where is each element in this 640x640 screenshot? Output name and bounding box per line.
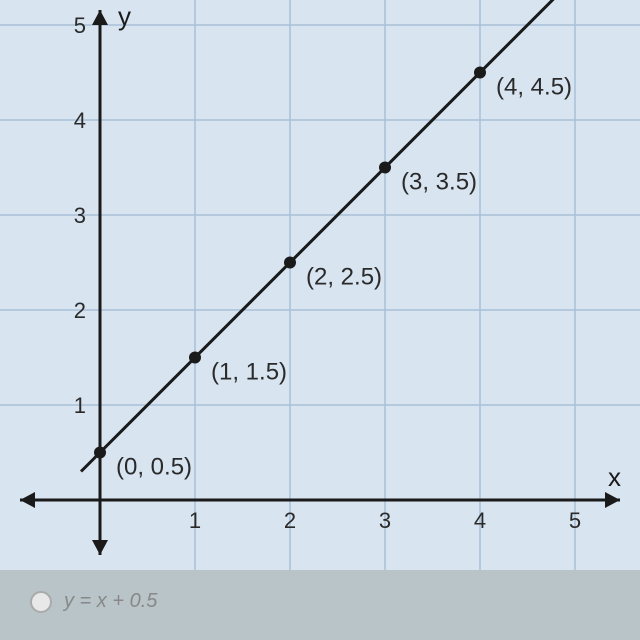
svg-text:3: 3 <box>379 508 391 533</box>
svg-text:3: 3 <box>74 203 86 228</box>
svg-text:5: 5 <box>569 508 581 533</box>
svg-text:(2, 2.5): (2, 2.5) <box>306 264 382 291</box>
svg-text:y: y <box>118 1 131 31</box>
coordinate-graph: 1 2 3 4 5 1 2 3 4 5 y x (0, 0.5) (1, 1.5) (2, 2.5) (3, … <box>0 0 640 570</box>
svg-text:(0, 0.5): (0, 0.5) <box>116 454 192 481</box>
svg-text:(1, 1.5): (1, 1.5) <box>211 359 287 386</box>
svg-text:4: 4 <box>474 508 486 533</box>
svg-text:5: 5 <box>74 13 86 38</box>
radio-button[interactable] <box>30 591 52 613</box>
svg-text:(3, 3.5): (3, 3.5) <box>401 169 477 196</box>
answer-option-row[interactable]: y = x + 0.5 <box>30 590 157 613</box>
svg-text:x: x <box>608 462 621 492</box>
answer-text: y = x + 0.5 <box>64 590 157 613</box>
svg-text:1: 1 <box>74 393 86 418</box>
svg-text:2: 2 <box>74 298 86 323</box>
svg-text:(4, 4.5): (4, 4.5) <box>496 74 572 101</box>
svg-text:1: 1 <box>189 508 201 533</box>
svg-text:2: 2 <box>284 508 296 533</box>
svg-text:4: 4 <box>74 108 86 133</box>
chart-container: 1 2 3 4 5 1 2 3 4 5 y x (0, 0.5) (1, 1.5) (2, 2.5) (3, … <box>0 0 640 570</box>
